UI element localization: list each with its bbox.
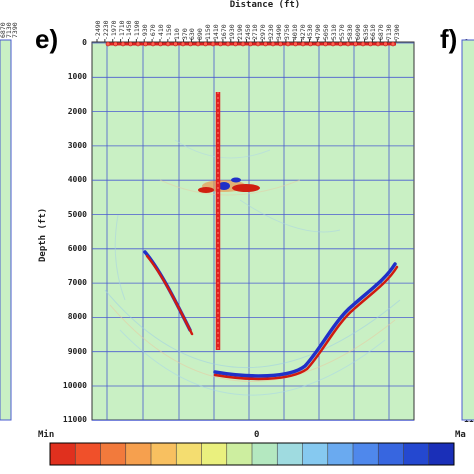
receiver-marker	[128, 41, 133, 47]
receiver-marker	[270, 41, 276, 47]
x-axis-title: Distance (ft)	[229, 0, 301, 10]
receiver-marker	[315, 41, 321, 47]
receiver-marker	[338, 41, 343, 47]
panel-label-f: f)	[440, 24, 458, 54]
y-tick-label: 7000	[67, 278, 87, 288]
y-tick-label: 8000	[67, 312, 87, 322]
receiver-marker	[368, 41, 373, 47]
receiver-marker	[248, 41, 253, 47]
receiver-marker	[203, 41, 208, 47]
colorbar-zero-label: 0	[254, 430, 260, 440]
y-tick-label: 1000	[67, 72, 87, 82]
receiver-marker	[240, 41, 246, 47]
y-tick-label: 10000	[62, 381, 87, 390]
receiver-marker	[150, 41, 156, 47]
receiver-marker	[323, 41, 328, 47]
plot-area	[91, 41, 415, 421]
receiver-marker	[330, 41, 336, 47]
y-tick-label: 3000	[67, 140, 87, 150]
receiver-marker	[345, 41, 351, 47]
receiver-marker	[308, 41, 313, 47]
right-neighbor-panel	[461, 39, 474, 421]
y-tick-label: 11000	[62, 415, 87, 425]
receiver-marker	[105, 41, 111, 47]
receiver-marker	[188, 41, 193, 47]
y-tick-label: 4000	[67, 175, 87, 185]
receiver-marker	[143, 41, 148, 47]
receiver-marker	[360, 41, 366, 47]
receiver-marker	[218, 41, 223, 47]
receiver-marker	[300, 41, 306, 47]
left-neighbor-panel	[0, 39, 12, 421]
receiver-marker	[233, 41, 238, 47]
panel-label-e: e)	[35, 24, 59, 54]
migration-noise	[104, 139, 401, 396]
receiver-marker	[210, 41, 216, 47]
receiver-marker	[195, 41, 201, 47]
colorbar-max-label: Ma	[455, 430, 466, 440]
receiver-marker	[285, 41, 291, 47]
reflector	[143, 250, 399, 381]
receiver-marker	[165, 41, 171, 47]
receiver-marker	[375, 41, 381, 47]
receiver-marker	[353, 41, 358, 47]
receiver-marker	[278, 41, 283, 47]
y-tick-label: 5000	[67, 209, 87, 219]
receiver-marker	[158, 41, 163, 47]
receiver-marker	[180, 41, 186, 47]
scatter-event	[198, 177, 260, 193]
receiver-marker	[120, 41, 126, 47]
receiver-marker	[135, 41, 141, 47]
receiver-marker	[225, 41, 231, 47]
receiver-line	[105, 41, 396, 47]
y-tick-label: 6000	[67, 243, 87, 253]
receiver-marker	[383, 41, 388, 47]
y-tick-label: 9000	[67, 346, 87, 356]
receiver-marker	[293, 41, 298, 47]
receiver-marker	[255, 41, 261, 47]
receiver-marker	[113, 41, 118, 47]
axis-tick-marks	[96, 39, 397, 42]
y-tick-label: 0	[82, 38, 87, 47]
colorbar-min-label: Min	[38, 430, 55, 440]
receiver-marker	[263, 41, 268, 47]
receiver-marker	[390, 41, 396, 47]
receiver-marker	[173, 41, 178, 47]
y-tick-label: 2000	[67, 106, 87, 116]
